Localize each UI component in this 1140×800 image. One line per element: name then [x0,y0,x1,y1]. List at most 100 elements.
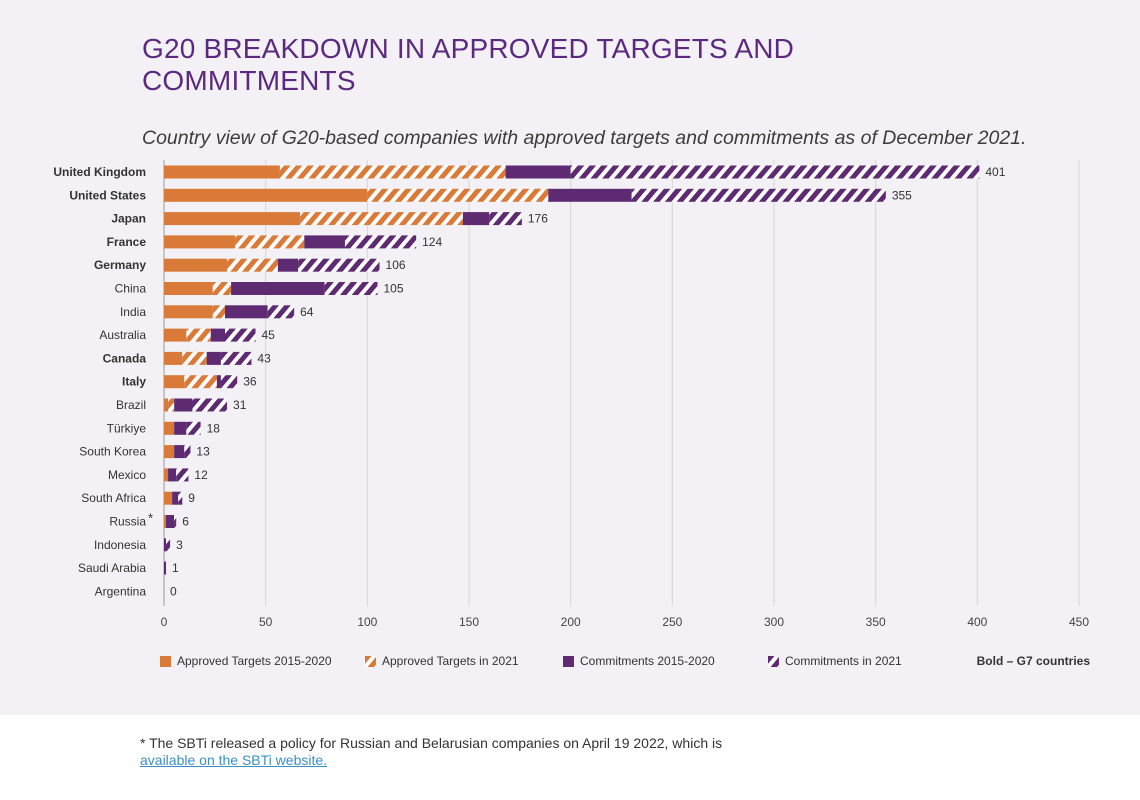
legend-item-commitments-2015-2020: Commitments 2015-2020 [563,654,715,668]
chart-subtitle: Country view of G20-based companies with… [142,127,1027,149]
bar-segment [505,165,571,179]
footnote-link[interactable]: available on the SBTi website. [140,752,328,768]
bar-segment [225,305,268,319]
x-tick-label: 0 [161,615,168,629]
category-labels: United Kingdom United States Japan France Ge… [53,165,153,598]
category-marker: * [148,511,153,526]
bar-segment [164,351,183,365]
category-label: Argentina [95,584,147,598]
total-label: 3 [176,538,183,552]
bar-segment [164,515,167,528]
bar-segment [235,235,305,249]
bar-segment [548,188,632,202]
category-label: Mexico [108,468,146,482]
bar-segment [174,421,187,435]
bar-segment [298,258,380,272]
legend-swatch [160,655,171,667]
category-label: South Africa [81,491,146,505]
x-tick-label: 250 [662,615,682,629]
total-label: 0 [170,584,177,598]
bar-segment [166,515,175,528]
bar-segment [210,328,225,342]
bar-segment [164,398,169,412]
bar-chart: United Kingdom United States Japan France Ge… [53,160,1089,629]
bar-segment [186,328,211,342]
category-label: Germany [94,258,146,272]
page-title: G20 BREAKDOWN IN APPROVED TARGETS AND CO… [142,33,795,96]
bar-segment [225,328,256,342]
total-label: 45 [262,328,276,342]
total-label: 124 [422,235,442,249]
total-label: 401 [985,165,1005,179]
bar-segment [176,468,189,482]
category-label: Saudi Arabia [78,561,146,575]
bar-segment [164,305,213,319]
total-label: 12 [194,468,208,482]
bar-segment [267,305,295,319]
category-label: France [107,235,147,249]
bar-segment [631,188,886,202]
total-label: 176 [528,212,548,226]
category-label: Italy [122,375,146,389]
category-label: United States [69,188,146,202]
bar-segment [304,235,345,249]
x-tick-label: 100 [357,615,377,629]
bar-segment [164,282,213,295]
bar-segment [227,258,278,272]
total-label: 105 [384,282,404,296]
bar-segment [220,351,252,365]
category-label: China [115,282,147,296]
bar-segment [172,491,179,505]
legend-swatch [365,655,376,667]
bar-segment [212,305,225,319]
bar-segment [192,398,228,412]
bar-segment [184,445,191,459]
legend-label: Commitments 2015-2020 [580,654,715,668]
legend-label: Approved Targets 2015-2020 [177,654,332,668]
bar-segment [164,328,187,342]
bar-segment [220,375,238,389]
legend-item-approved-2015-2020: Approved Targets 2015-2020 [160,654,332,668]
bar-segment [489,212,522,226]
bar-segment [174,445,185,459]
total-label: 106 [386,258,406,272]
x-tick-label: 300 [764,615,784,629]
bar-segment [164,375,185,389]
bar-segment [324,282,378,295]
total-label: 36 [243,375,257,389]
bar-segment [166,538,171,552]
category-label: India [120,305,146,319]
bar-segment [168,468,177,482]
total-label: 31 [233,398,247,412]
x-tick-label: 400 [967,615,987,629]
bar-segment [212,282,232,295]
category-label: Japan [111,212,146,226]
legend-item-commitments-2021: Commitments in 2021 [768,654,902,668]
bar-segment [216,375,221,389]
category-label: South Korea [79,445,146,459]
bar-segment [186,421,201,435]
category-label: Russia [109,515,146,529]
total-label: 1 [172,561,179,575]
bar-segment [182,351,207,365]
bar-segment [231,282,325,295]
bar-segment [164,468,169,482]
category-label: Canada [103,351,147,365]
legend-label: Commitments in 2021 [785,654,902,668]
bar-segment [164,212,301,226]
total-label: 13 [196,445,210,459]
bar-segment [570,165,980,179]
total-label: 64 [300,305,314,319]
x-tick-label: 150 [459,615,479,629]
bar-segment [277,258,299,272]
legend: Approved Targets 2015-2020 Approved Targ… [160,654,1090,672]
bar-segment [168,398,175,412]
total-label: 6 [182,515,189,529]
bar-segment [164,538,167,552]
bar-segment [300,212,463,226]
bar-segment [164,188,368,202]
bar-segment [174,515,177,528]
bar-segment [184,375,217,389]
category-label: Brazil [116,398,146,412]
